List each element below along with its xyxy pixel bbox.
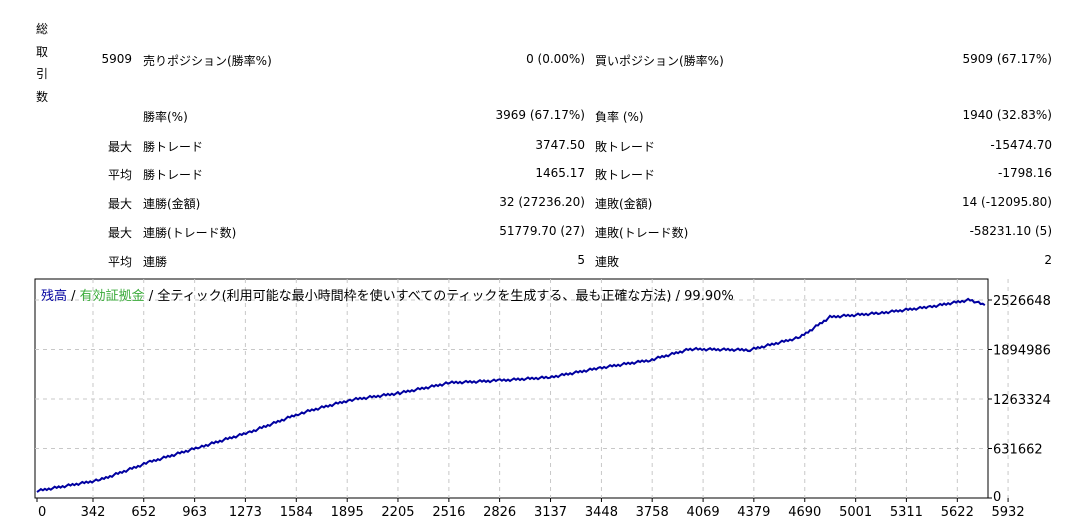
y-tick-label: 1263324 <box>993 393 1051 408</box>
stat-label: 勝率(%) <box>143 110 188 124</box>
legend-model: 全ティック(利用可能な最小時間枠を使いすべてのティックを生成する、最も正確な方法… <box>157 289 672 304</box>
stat-prefix: 最大 <box>107 226 132 240</box>
stat-label2: 敗トレード <box>595 140 656 154</box>
x-tick-label: 1584 <box>280 505 313 520</box>
x-tick-label: 2205 <box>381 505 414 520</box>
x-tick-label: 2826 <box>483 505 516 520</box>
stat-value: 3747.50 <box>535 138 585 152</box>
x-tick-label: 4690 <box>788 505 821 520</box>
y-tick-label: 2526648 <box>993 294 1051 309</box>
stat-value: 0 (0.00%) <box>526 52 585 66</box>
stat-value: 32 (27236.20) <box>499 195 585 209</box>
legend-quality: 99.90% <box>684 289 734 304</box>
stat-value2: -15474.70 <box>990 138 1052 152</box>
stat-value2: -1798.16 <box>998 166 1052 180</box>
stat-label: 勝トレード <box>143 168 204 182</box>
stat-value: 3969 (67.17%) <box>495 108 585 122</box>
total-trades-label: 総取引数 <box>36 22 49 104</box>
x-tick-label: 342 <box>81 505 106 520</box>
stat-value2: 14 (-12095.80) <box>961 195 1052 209</box>
y-tick-label: 631662 <box>993 443 1043 458</box>
stat-value2: 1940 (32.83%) <box>962 108 1052 122</box>
stat-label: 連勝 <box>143 255 168 269</box>
plot-area <box>34 278 989 499</box>
x-tick-label: 5311 <box>890 505 923 520</box>
stat-value2: 5909 (67.17%) <box>962 52 1052 66</box>
x-tick-label: 3448 <box>585 505 618 520</box>
chart-legend: 残高 / 有効証拠金 / 全ティック(利用可能な最小時間枠を使いすべてのティック… <box>41 285 734 304</box>
balance-line <box>36 297 986 493</box>
stat-label: 売りポジション(勝率%) <box>143 54 272 68</box>
x-tick-label: 3758 <box>636 505 669 520</box>
x-tick-label: 963 <box>182 505 207 520</box>
stat-label2: 連敗(トレード数) <box>595 226 689 240</box>
x-tick-label: 5622 <box>941 505 974 520</box>
stat-prefix: 最大 <box>107 140 132 154</box>
stat-value2: 2 <box>1044 253 1052 267</box>
stat-label: 連勝(トレード数) <box>143 226 237 240</box>
stat-label2: 連敗 <box>595 255 620 269</box>
legend-sep: / <box>671 289 685 304</box>
stat-label2: 連敗(金額) <box>595 197 653 211</box>
y-tick-label: 0 <box>993 490 1001 505</box>
stat-label2: 負率 (%) <box>595 110 644 124</box>
x-tick-label: 2516 <box>432 505 465 520</box>
stat-value: 5 <box>577 253 585 267</box>
stat-label2: 敗トレード <box>595 168 656 182</box>
stat-prefix: 最大 <box>107 197 132 211</box>
stat-prefix: 5909 <box>101 52 132 66</box>
stat-prefix: 平均 <box>107 168 132 182</box>
x-tick-label: 1273 <box>229 505 262 520</box>
stat-value: 1465.17 <box>535 166 585 180</box>
stat-prefix: 平均 <box>107 255 132 269</box>
x-tick-label: 5932 <box>992 505 1025 520</box>
stat-label2: 買いポジション(勝率%) <box>595 54 724 68</box>
stat-value2: -58231.10 (5) <box>969 224 1052 238</box>
legend-equity: 有効証拠金 <box>79 289 145 304</box>
x-tick-label: 4069 <box>687 505 720 520</box>
x-tick-label: 652 <box>131 505 156 520</box>
legend-balance: 残高 <box>41 289 68 304</box>
stat-label: 勝トレード <box>143 140 204 154</box>
x-tick-label: 0 <box>38 505 46 520</box>
legend-sep: / <box>67 289 80 304</box>
x-tick-label: 4379 <box>737 505 770 520</box>
stat-value: 51779.70 (27) <box>499 224 585 238</box>
x-tick-label: 1895 <box>331 505 364 520</box>
x-tick-label: 3137 <box>534 505 567 520</box>
legend-sep: / <box>144 289 158 304</box>
stat-label: 連勝(金額) <box>143 197 201 211</box>
y-tick-label: 1894986 <box>993 344 1051 359</box>
x-tick-label: 5001 <box>839 505 872 520</box>
